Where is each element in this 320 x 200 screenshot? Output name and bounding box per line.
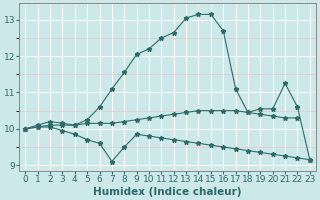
X-axis label: Humidex (Indice chaleur): Humidex (Indice chaleur) [93,187,242,197]
